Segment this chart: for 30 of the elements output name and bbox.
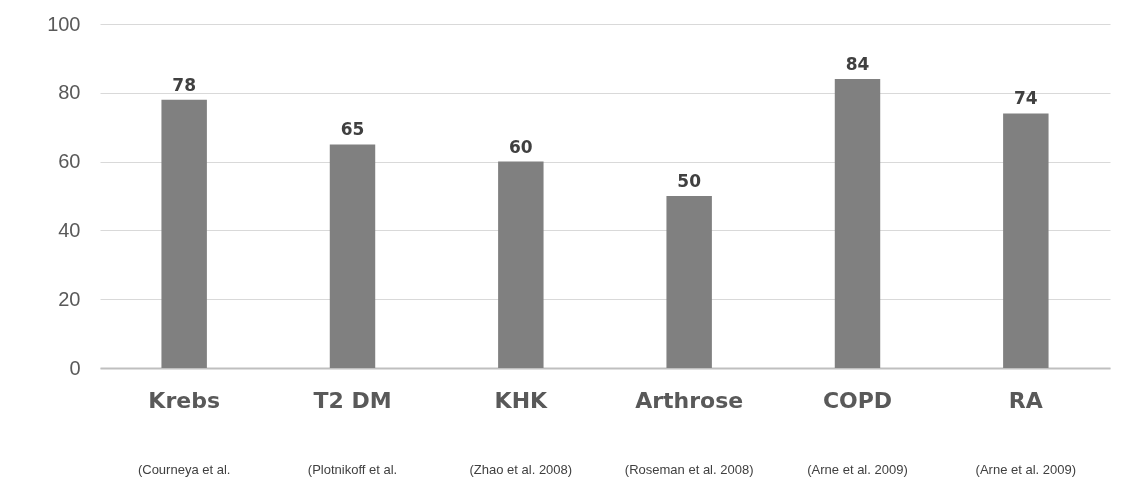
x-tick-label: COPD	[822, 387, 893, 413]
text: (Arne et al. 2009)	[807, 462, 908, 477]
data-label: 50	[677, 171, 702, 191]
y-tick-label: 60	[58, 150, 81, 173]
bar	[1003, 113, 1049, 368]
data-label: 65	[340, 119, 365, 140]
data-label: 78	[172, 74, 196, 95]
bar	[161, 99, 207, 368]
bar	[329, 144, 376, 368]
y-tick-label: 100	[47, 12, 81, 35]
y-tick-label: 20	[58, 287, 81, 310]
y-tick-label: 80	[58, 81, 81, 104]
bar	[834, 79, 881, 368]
data-label: 60	[509, 136, 533, 157]
data-label: 74	[1014, 88, 1038, 109]
text: (Courneya et al.	[137, 462, 231, 477]
y-tick-label: 40	[58, 218, 81, 241]
x-tick-label: KHK	[494, 387, 549, 413]
bar	[498, 161, 544, 368]
bar	[666, 196, 712, 368]
x-tick-label: Krebs	[148, 387, 220, 413]
x-tick-label: RA	[1008, 387, 1043, 413]
x-tick-label: Arthrose	[635, 387, 744, 413]
text: (Plotnikoff et al.	[307, 462, 398, 477]
text: (Arne et al. 2009)	[975, 462, 1077, 477]
text: (Roseman et al. 2008)	[624, 462, 754, 477]
text: (Zhao et al. 2008)	[469, 462, 573, 477]
x-tick-label: T2 DM	[313, 387, 392, 413]
data-label: 84	[845, 54, 870, 75]
y-tick-label: 0	[69, 356, 81, 379]
